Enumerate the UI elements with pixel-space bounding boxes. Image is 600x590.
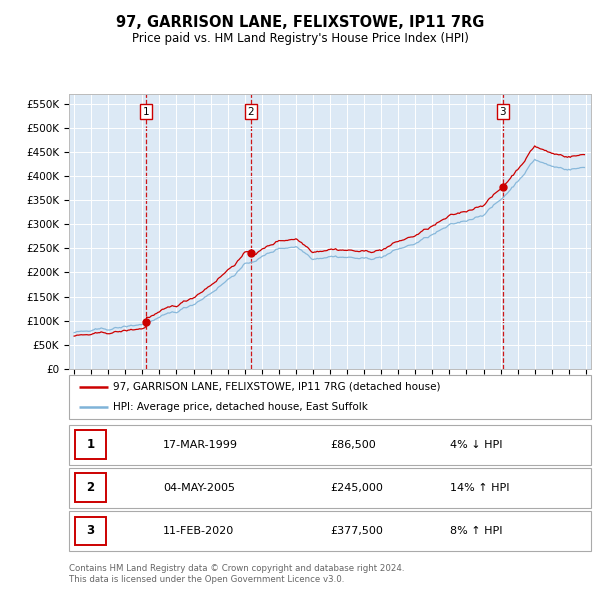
Text: 2: 2: [86, 481, 94, 494]
Text: 8% ↑ HPI: 8% ↑ HPI: [450, 526, 503, 536]
Text: Contains HM Land Registry data © Crown copyright and database right 2024.: Contains HM Land Registry data © Crown c…: [69, 565, 404, 573]
Text: 97, GARRISON LANE, FELIXSTOWE, IP11 7RG (detached house): 97, GARRISON LANE, FELIXSTOWE, IP11 7RG …: [113, 382, 441, 392]
Text: 17-MAR-1999: 17-MAR-1999: [163, 440, 238, 450]
Text: 1: 1: [143, 107, 149, 117]
Text: £245,000: £245,000: [330, 483, 383, 493]
Text: 3: 3: [499, 107, 506, 117]
Text: £377,500: £377,500: [330, 526, 383, 536]
Text: 2: 2: [248, 107, 254, 117]
Text: 3: 3: [86, 525, 94, 537]
Text: £86,500: £86,500: [330, 440, 376, 450]
Text: 11-FEB-2020: 11-FEB-2020: [163, 526, 234, 536]
Text: 4% ↓ HPI: 4% ↓ HPI: [450, 440, 503, 450]
Bar: [75, 474, 106, 502]
Text: 04-MAY-2005: 04-MAY-2005: [163, 483, 235, 493]
Bar: [75, 431, 106, 459]
Text: This data is licensed under the Open Government Licence v3.0.: This data is licensed under the Open Gov…: [69, 575, 344, 584]
Bar: [75, 517, 106, 545]
Text: HPI: Average price, detached house, East Suffolk: HPI: Average price, detached house, East…: [113, 402, 368, 412]
Text: 1: 1: [86, 438, 94, 451]
Text: Price paid vs. HM Land Registry's House Price Index (HPI): Price paid vs. HM Land Registry's House …: [131, 32, 469, 45]
Text: 14% ↑ HPI: 14% ↑ HPI: [450, 483, 509, 493]
Text: 97, GARRISON LANE, FELIXSTOWE, IP11 7RG: 97, GARRISON LANE, FELIXSTOWE, IP11 7RG: [116, 15, 484, 30]
